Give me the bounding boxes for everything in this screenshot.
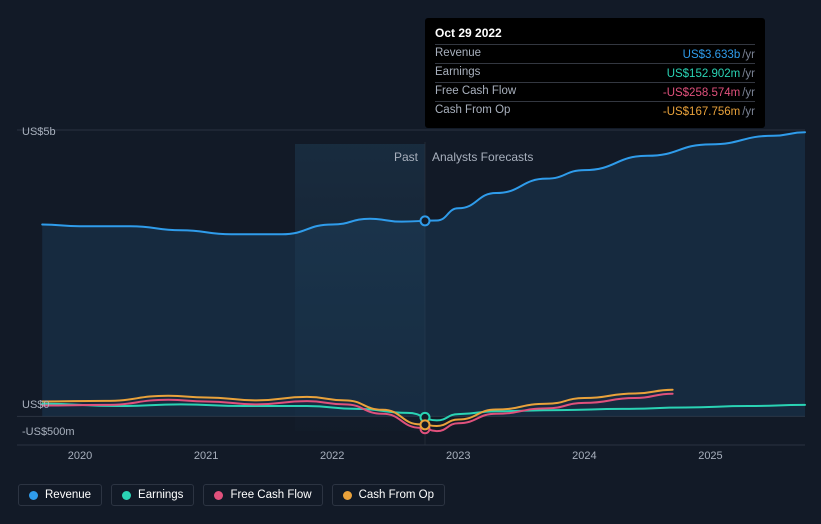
tooltip-row: Revenue US$3.633b/yr xyxy=(435,44,755,63)
tooltip-date: Oct 29 2022 xyxy=(435,26,755,40)
x-axis-label: 2025 xyxy=(698,450,722,462)
tooltip-row-label: Cash From Op xyxy=(435,104,510,118)
tooltip-box: Oct 29 2022 Revenue US$3.633b/yr Earnings U… xyxy=(425,18,765,128)
tooltip-row: Free Cash Flow -US$258.574m/yr xyxy=(435,82,755,101)
tooltip-row-unit: /yr xyxy=(742,49,755,61)
legend-label: Cash From Op xyxy=(359,489,434,501)
section-label-past: Past xyxy=(394,150,418,164)
section-label-forecast: Analysts Forecasts xyxy=(432,150,533,164)
legend: Revenue Earnings Free Cash Flow Cash From O… xyxy=(18,484,445,506)
x-axis-label: 2024 xyxy=(572,450,596,462)
y-axis-label: US$5b xyxy=(22,126,56,138)
legend-item-cash-from-op[interactable]: Cash From Op xyxy=(332,484,445,506)
tooltip-row-label: Free Cash Flow xyxy=(435,85,516,99)
y-axis-label: -US$500m xyxy=(22,426,75,438)
legend-swatch xyxy=(29,491,38,500)
legend-item-revenue[interactable]: Revenue xyxy=(18,484,102,506)
x-axis-label: 2023 xyxy=(446,450,470,462)
legend-label: Free Cash Flow xyxy=(230,489,311,501)
x-axis-label: 2020 xyxy=(68,450,92,462)
x-axis-label: 2021 xyxy=(194,450,218,462)
legend-item-free-cash-flow[interactable]: Free Cash Flow xyxy=(203,484,322,506)
legend-swatch xyxy=(343,491,352,500)
legend-item-earnings[interactable]: Earnings xyxy=(111,484,194,506)
tooltip-row-value: -US$167.756m xyxy=(663,106,740,118)
chart-container: Oct 29 2022 Revenue US$3.633b/yr Earnings U… xyxy=(0,0,821,524)
tooltip-row: Cash From Op -US$167.756m/yr xyxy=(435,101,755,120)
tooltip-row-value: -US$258.574m xyxy=(663,87,740,99)
legend-swatch xyxy=(122,491,131,500)
legend-label: Revenue xyxy=(45,489,91,501)
y-axis-label: US$0 xyxy=(22,399,50,411)
legend-label: Earnings xyxy=(138,489,183,501)
tooltip-row-unit: /yr xyxy=(742,87,755,99)
tooltip-row-value: US$3.633b xyxy=(683,49,741,61)
x-axis-label: 2022 xyxy=(320,450,344,462)
tooltip-row-value: US$152.902m xyxy=(667,68,741,80)
tooltip-row-label: Earnings xyxy=(435,66,480,80)
marker-cash-from-op xyxy=(421,420,430,429)
tooltip-row-unit: /yr xyxy=(742,106,755,118)
tooltip-row-unit: /yr xyxy=(742,68,755,80)
legend-swatch xyxy=(214,491,223,500)
marker-revenue xyxy=(421,216,430,225)
tooltip-row-label: Revenue xyxy=(435,47,481,61)
tooltip-row: Earnings US$152.902m/yr xyxy=(435,63,755,82)
